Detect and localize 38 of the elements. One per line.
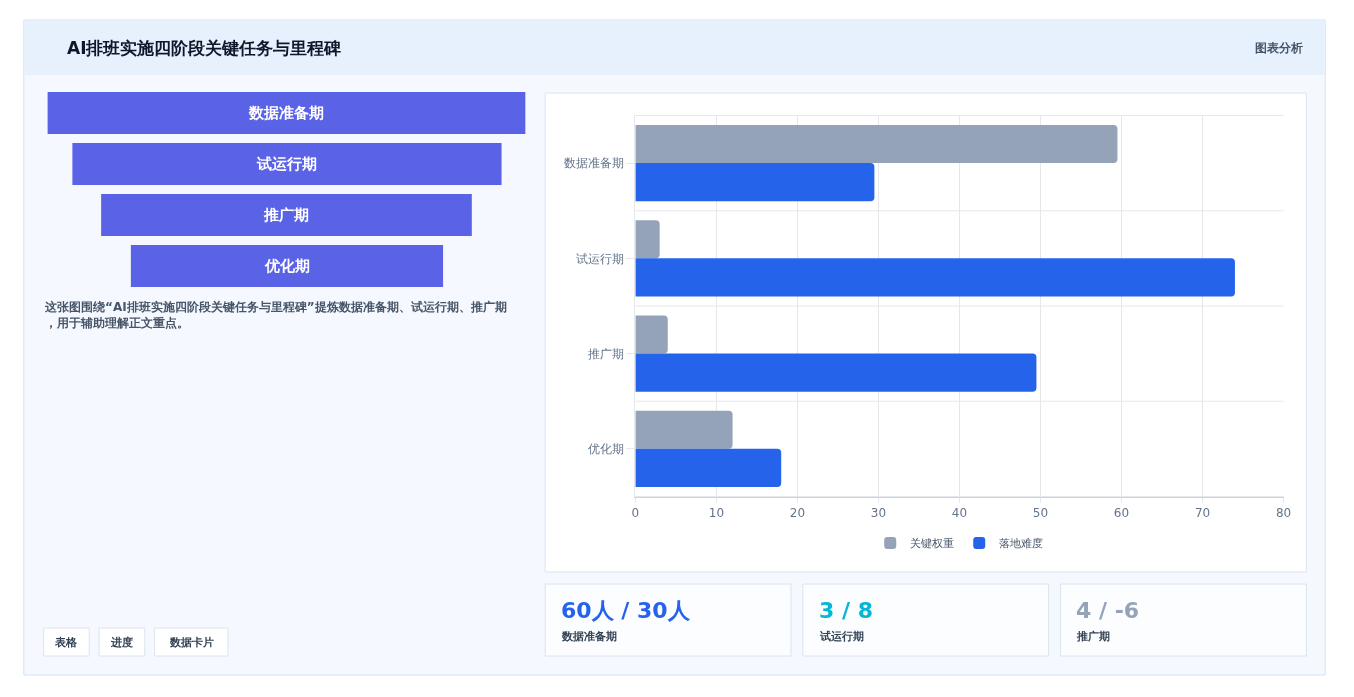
category-label: 推广期 — [263, 206, 309, 224]
category-label: 推广期 — [1076, 630, 1110, 643]
text: 数据卡片 — [169, 636, 214, 649]
x-tick-label: 50 — [1032, 506, 1049, 521]
bar — [635, 410, 733, 449]
x-tick-label: 30 — [870, 506, 887, 521]
x-tick-label: 40 — [951, 506, 968, 521]
text: 60人 / 30人 — [561, 598, 690, 623]
legend-label: 关键权重 — [910, 537, 955, 551]
category-label: 试运行期 — [819, 630, 864, 643]
bar — [635, 353, 1037, 392]
category-label: 数据准备期 — [248, 104, 324, 122]
text: 这张图围绕“AI排班实施四阶段关键任务与里程碑”提炼数据准备期、试运行期、推广期，用于辅助理解正文重点。 — [44, 300, 507, 330]
bar — [635, 448, 782, 487]
y-tick-label: 优化期 — [587, 442, 624, 457]
bar — [635, 315, 668, 354]
bar — [635, 220, 660, 259]
x-tick-label: 80 — [1275, 506, 1292, 521]
y-tick-label: 数据准备期 — [563, 156, 624, 171]
x-tick-label: 70 — [1194, 506, 1211, 521]
x-tick-label: 10 — [708, 506, 725, 521]
category-label: 试运行期 — [256, 155, 317, 173]
bar — [635, 163, 875, 202]
bar — [635, 258, 1235, 297]
text: AI排班实施四阶段关键任务与里程碑 — [67, 38, 342, 58]
text: 3 / 8 — [819, 598, 873, 623]
category-label: 优化期 — [264, 257, 310, 275]
x-tick-label: 20 — [789, 506, 806, 521]
x-tick-label: 60 — [1113, 506, 1130, 521]
y-tick-label: 试运行期 — [575, 251, 624, 266]
y-tick-label: 推广期 — [587, 346, 624, 361]
text: 表格 — [54, 636, 78, 649]
bar — [635, 125, 1118, 164]
text: 进度 — [110, 636, 133, 649]
legend-label: 落地难度 — [999, 537, 1044, 551]
x-tick-label: 0 — [631, 506, 640, 521]
text: 4 / -6 — [1076, 598, 1140, 623]
text: 图表分析 — [1255, 41, 1303, 55]
